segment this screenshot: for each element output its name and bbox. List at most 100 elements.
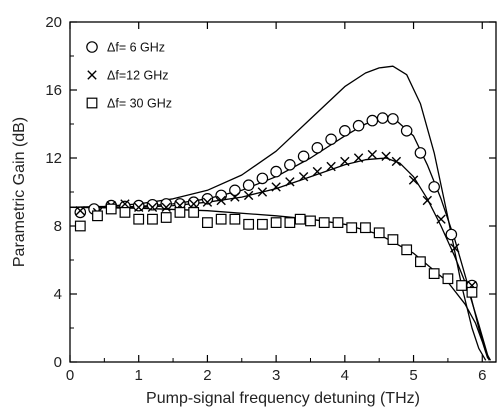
data-point: [373, 227, 385, 239]
series-3-points: [74, 203, 478, 298]
data-point: [285, 177, 295, 187]
x-tick-label: 3: [272, 367, 280, 384]
data-point: [414, 147, 427, 159]
theory-curve-3: [70, 157, 490, 361]
x-tick-label: 6: [478, 367, 486, 384]
data-point: [74, 220, 86, 232]
x-tick-label: 4: [341, 367, 349, 384]
data-point: [257, 187, 268, 197]
y-axis-ticks: 0 4 8 12 16 20: [45, 14, 496, 371]
x-tick-label: 1: [135, 367, 143, 384]
data-point: [366, 114, 379, 127]
data-point: [133, 213, 145, 225]
data-point: [188, 207, 200, 218]
theory-curve-1: [69, 65, 487, 361]
y-tick-label: 12: [45, 150, 62, 167]
data-point: [298, 172, 309, 182]
data-point: [381, 151, 391, 161]
data-point: [422, 195, 432, 206]
x-axis-ticks: 0 1 2 3 4 5 6: [66, 22, 486, 384]
data-point: [428, 268, 440, 279]
data-point: [339, 125, 351, 137]
data-point: [400, 125, 413, 137]
data-point: [256, 172, 269, 185]
data-point: [436, 214, 446, 224]
theory-curve-2: [70, 118, 492, 361]
data-point: [326, 161, 336, 172]
data-point: [376, 112, 389, 124]
data-point: [297, 150, 310, 163]
data-point: [445, 228, 458, 241]
data-point: [202, 197, 213, 207]
data-point: [229, 213, 241, 225]
data-point: [161, 202, 171, 212]
legend-marker-circle: [86, 41, 98, 53]
data-point: [325, 133, 337, 146]
data-point: [456, 280, 468, 291]
data-point: [160, 198, 172, 210]
data-point: [134, 202, 144, 212]
data-point: [256, 218, 268, 230]
data-point: [360, 222, 371, 234]
data-point: [75, 206, 86, 216]
y-tick-label: 4: [54, 286, 62, 303]
data-point: [243, 218, 255, 230]
data-point: [284, 217, 296, 229]
data-point: [450, 243, 460, 253]
data-point: [428, 181, 440, 193]
data-point: [401, 244, 413, 256]
x-tick-label: 2: [203, 367, 211, 384]
data-point: [346, 222, 358, 234]
x-tick-label: 0: [66, 367, 74, 384]
legend-label: Δf= 30 GHz: [107, 97, 172, 111]
data-point: [147, 213, 158, 225]
theory-curve-4: [69, 206, 489, 359]
data-markers: [74, 112, 478, 298]
y-tick-label: 16: [45, 82, 62, 99]
data-point: [147, 202, 158, 212]
data-point: [352, 119, 365, 132]
data-point: [132, 199, 145, 212]
data-point: [294, 213, 306, 225]
data-point: [229, 184, 241, 197]
legend-label: Δf=12 GHz: [107, 69, 169, 83]
data-point: [271, 182, 281, 192]
data-point: [270, 165, 282, 178]
data-point: [188, 199, 199, 209]
legend-item-1: Δf= 6 GHz: [86, 41, 165, 55]
data-point: [243, 190, 254, 201]
data-point: [332, 217, 344, 229]
data-point: [305, 215, 316, 227]
x-axis-title: Pump-signal frequency detuning (THz): [146, 390, 420, 407]
data-point: [312, 166, 323, 177]
data-point: [202, 217, 213, 229]
data-point: [201, 193, 214, 205]
y-tick-label: 0: [54, 354, 62, 371]
data-point: [340, 156, 350, 167]
data-point: [442, 273, 454, 285]
data-point: [367, 149, 378, 160]
data-point: [230, 192, 240, 202]
data-point: [387, 113, 399, 125]
data-point: [242, 179, 255, 191]
data-point: [120, 199, 130, 209]
data-point: [187, 196, 200, 208]
legend-item-2: Δf=12 GHz: [87, 69, 169, 83]
y-tick-label: 20: [45, 14, 62, 31]
data-point: [408, 175, 419, 185]
data-point: [119, 207, 131, 218]
data-point: [215, 189, 227, 202]
legend-label: Δf= 6 GHz: [107, 41, 165, 55]
y-tick-label: 8: [54, 218, 62, 235]
data-point: [74, 206, 87, 219]
data-point: [215, 213, 227, 225]
legend: Δf= 6 GHz Δf=12 GHz Δf= 30 GHz: [86, 41, 172, 111]
data-point: [391, 156, 402, 167]
y-axis-title: Parametric Gain (dB): [11, 117, 28, 267]
data-point: [174, 207, 186, 218]
x-tick-label: 5: [409, 367, 417, 384]
data-point: [105, 203, 117, 215]
data-point: [466, 286, 478, 298]
data-point: [284, 159, 296, 171]
